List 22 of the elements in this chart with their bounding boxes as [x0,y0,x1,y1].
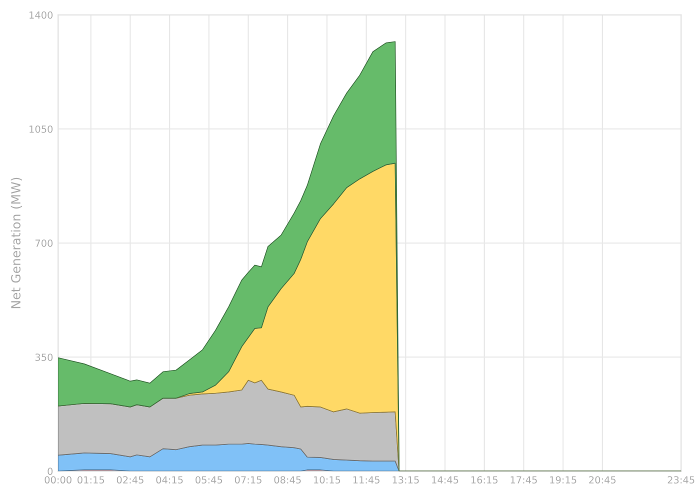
x-tick-label: 05:45 [196,476,222,484]
y-axis-title: Net Generation (MW) [10,178,22,308]
y-tick-label: 1400 [30,11,53,19]
x-tick-label: 19:15 [550,476,576,484]
x-tick-label: 20:45 [589,476,616,484]
x-tick-label: 02:45 [116,476,144,484]
x-tick-label: 23:45 [668,476,694,484]
x-tick-label: 16:15 [471,476,498,484]
x-tick-label: 17:45 [510,476,537,484]
x-tick-label: 13:15 [392,476,419,484]
y-tick-label: 700 [35,240,53,247]
x-tick-label: 11:45 [353,476,380,484]
x-tick-label: 14:45 [432,476,458,484]
x-tick-label: 10:15 [314,476,340,484]
x-tick-label: 07:15 [234,476,262,484]
y-tick-label: 0 [48,468,53,475]
x-tick-label: 04:15 [156,476,183,484]
x-tick-label: 01:15 [78,476,104,484]
y-tick-label: 350 [35,354,53,361]
y-tick-label: 1050 [30,125,53,133]
x-tick-label: 00:00 [44,476,72,484]
x-tick-label: 08:45 [274,476,301,484]
